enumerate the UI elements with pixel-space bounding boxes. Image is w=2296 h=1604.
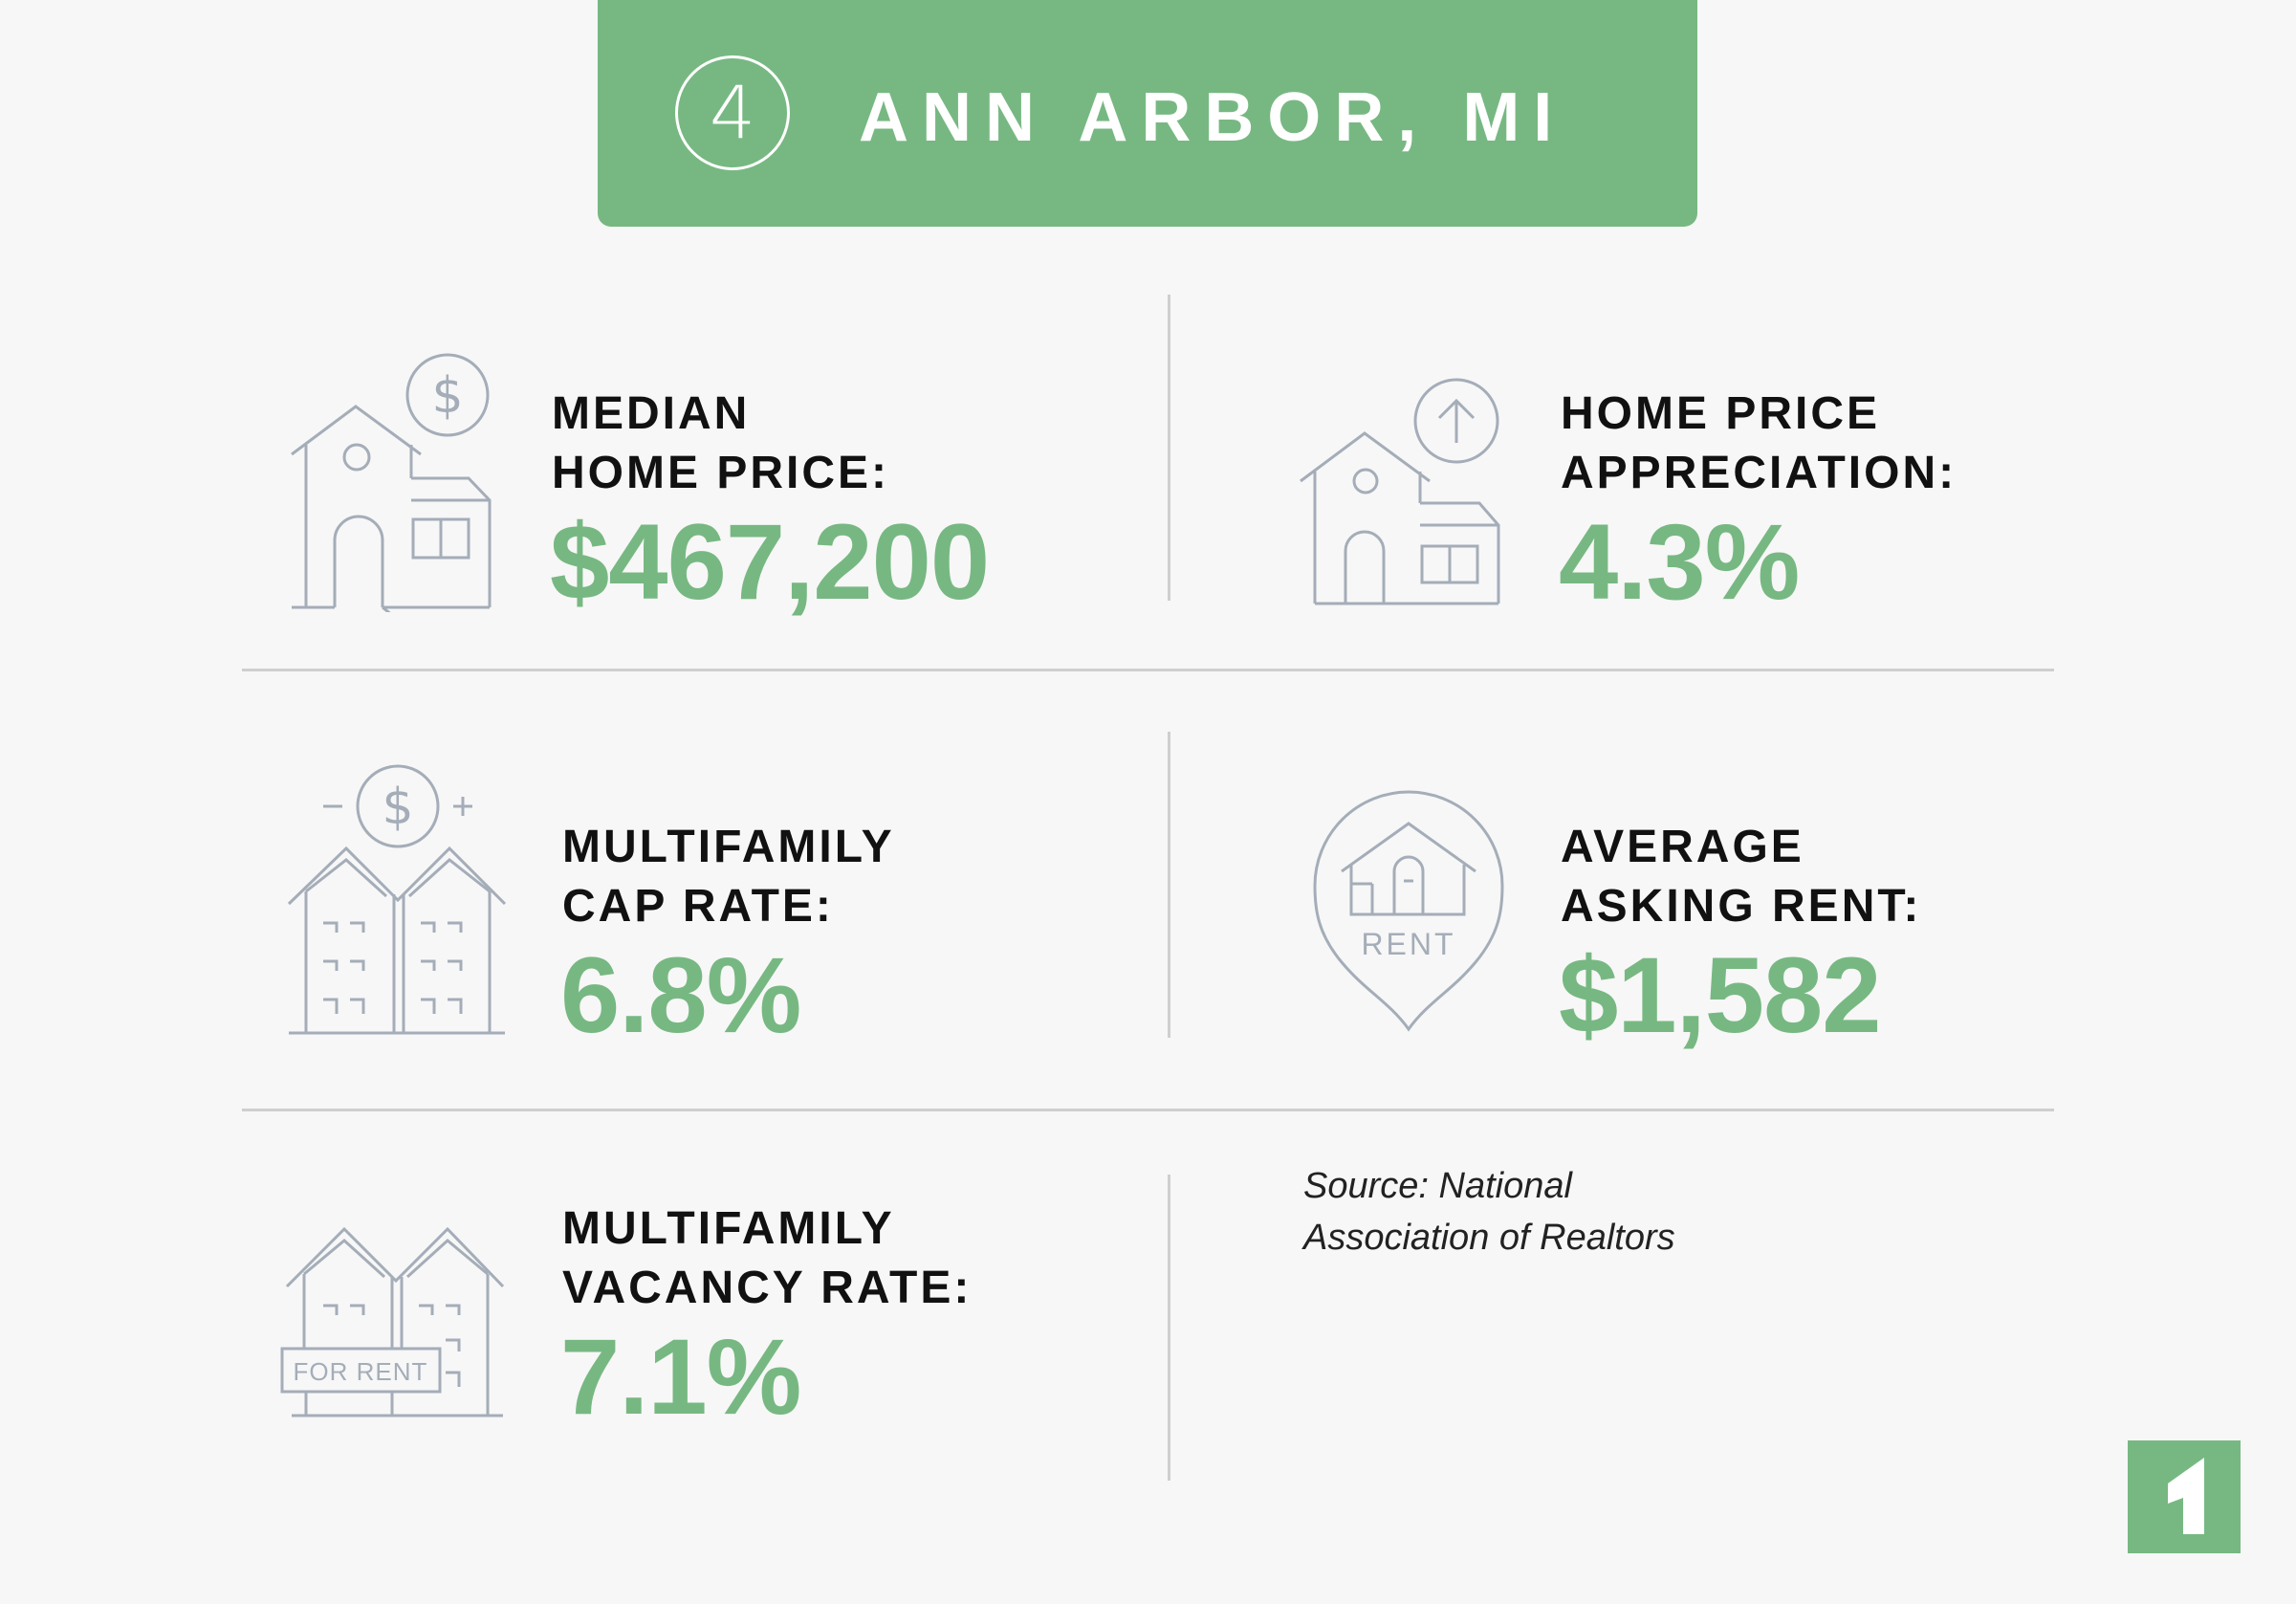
home-price-appreciation-value: 4.3% <box>1559 502 1800 622</box>
multifamily-dollar-icon: $ <box>287 760 507 1038</box>
rent-icon-text: RENT <box>1361 927 1455 961</box>
median-home-price-label: MEDIAN HOME PRICE: <box>552 388 890 498</box>
home-price-appreciation-label: HOME PRICE APPRECIATION: <box>1561 388 1957 498</box>
divider-horizontal-1 <box>242 669 2054 671</box>
city-title: ANN ARBOR, MI <box>859 79 1566 156</box>
average-asking-rent-value: $1,582 <box>1559 935 1882 1055</box>
average-asking-rent-label: AVERAGE ASKING RENT: <box>1561 822 1922 932</box>
divider-horizontal-2 <box>242 1109 2054 1111</box>
source-note: Source: National Association of Realtors <box>1303 1166 1675 1258</box>
multifamily-vacancy-rate-value: 7.1% <box>560 1317 801 1437</box>
multifamily-cap-rate-value: 6.8% <box>560 935 801 1055</box>
svg-text:$: $ <box>382 779 413 836</box>
multifamily-vacancy-rate-label: MULTIFAMILY VACANCY RATE: <box>562 1203 973 1313</box>
rent-pin-icon: RENT <box>1313 790 1504 1034</box>
house-arrow-up-icon <box>1296 376 1516 610</box>
multifamily-cap-rate-label: MULTIFAMILY CAP RATE: <box>562 822 895 932</box>
rank-badge: 4 <box>675 55 790 170</box>
divider-vertical-2 <box>1168 732 1170 1038</box>
brand-logo <box>2128 1440 2241 1553</box>
for-rent-building-icon: FOR RENT <box>277 1219 507 1420</box>
for-rent-icon-text: FOR RENT <box>294 1357 428 1386</box>
median-home-price-value: $467,200 <box>550 502 990 622</box>
svg-text:$: $ <box>431 367 463 425</box>
divider-vertical-1 <box>1168 295 1170 601</box>
house-dollar-icon: $ <box>287 349 507 612</box>
divider-vertical-3 <box>1168 1175 1170 1481</box>
